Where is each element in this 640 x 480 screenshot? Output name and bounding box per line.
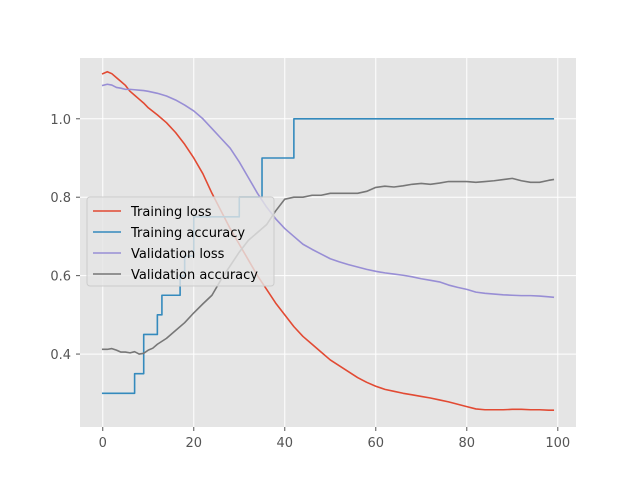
y-tick-label: 0.4 [50, 348, 71, 363]
x-tick-label: 40 [276, 436, 293, 451]
legend-label-validation-loss: Validation loss [131, 247, 225, 262]
x-tick-label: 0 [99, 436, 107, 451]
x-tick-label: 20 [185, 436, 202, 451]
legend-box [86, 196, 275, 287]
series-line-training-loss [101, 70, 555, 411]
y-tick-label: 0.6 [50, 270, 71, 285]
legend-label-validation-accuracy: Validation accuracy [131, 268, 258, 283]
legend-label-training-accuracy: Training accuracy [130, 226, 245, 241]
y-tick-label: 1.0 [50, 113, 71, 128]
series-line-validation-accuracy [101, 177, 555, 355]
y-tick-label: 0.8 [50, 191, 71, 206]
series-line-validation-loss [101, 83, 555, 299]
x-tick-label: 60 [368, 436, 385, 451]
x-tick-label: 100 [545, 436, 570, 451]
x-tick-label: 80 [459, 436, 476, 451]
legend-label-training-loss: Training loss [130, 205, 212, 220]
axis-ticks: 0 20 40 60 80 100 0.4 0.6 0.8 1.0 [50, 113, 570, 451]
legend: Training loss Training accuracy Validation… [86, 196, 275, 287]
